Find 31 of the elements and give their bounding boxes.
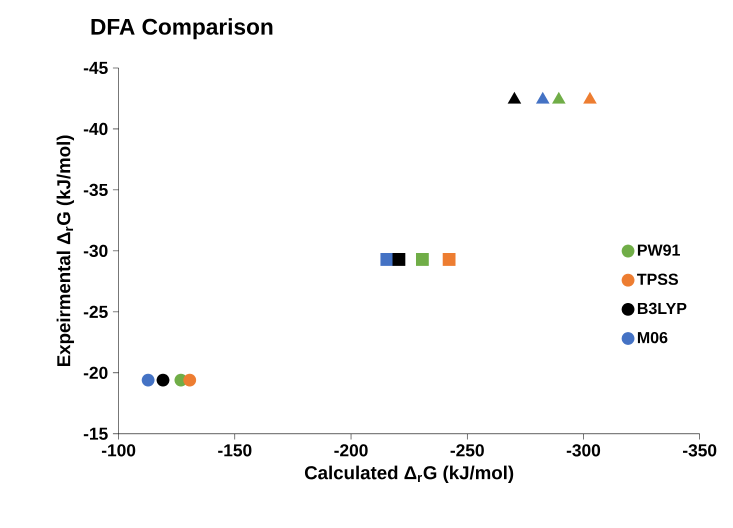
point — [536, 92, 550, 104]
y-tick-label: -45 — [84, 62, 108, 74]
legend-label: TPSS — [637, 274, 678, 286]
point — [416, 253, 429, 266]
x-tick-label: -150 — [218, 444, 252, 457]
x-tick-label: -100 — [102, 444, 136, 457]
point — [380, 253, 394, 266]
x-tick-label: -350 — [683, 444, 716, 457]
point — [442, 253, 456, 266]
point — [583, 92, 597, 104]
y-tick-label: -20 — [84, 366, 108, 380]
point — [392, 253, 406, 266]
y-tick-label: -25 — [84, 306, 108, 318]
legend-label: B3LYP — [638, 302, 686, 314]
legend-label: M06 — [638, 332, 668, 344]
y-tick-label: -15 — [84, 428, 108, 440]
y-tick-label: -35 — [84, 184, 108, 196]
point — [552, 92, 566, 104]
point — [142, 374, 155, 387]
x-tick-label: -200 — [334, 444, 368, 457]
y-axis-title: Expeirmental Δ$_{r}$G (kJ/mol) — [56, 136, 74, 366]
y-tick-label: -40 — [84, 122, 108, 136]
legend-label: PW91 — [638, 244, 680, 256]
x-tick-label: -300 — [566, 444, 600, 457]
point — [183, 374, 196, 387]
y-tick-label: -30 — [84, 244, 108, 258]
point — [156, 374, 170, 387]
x-tick-label: -250 — [450, 444, 484, 457]
x-axis-title: Calculated Δ$_{r}$G (kJ/mol) — [304, 466, 514, 484]
point — [508, 92, 522, 104]
chart-title: DFA Comparison — [92, 18, 272, 40]
